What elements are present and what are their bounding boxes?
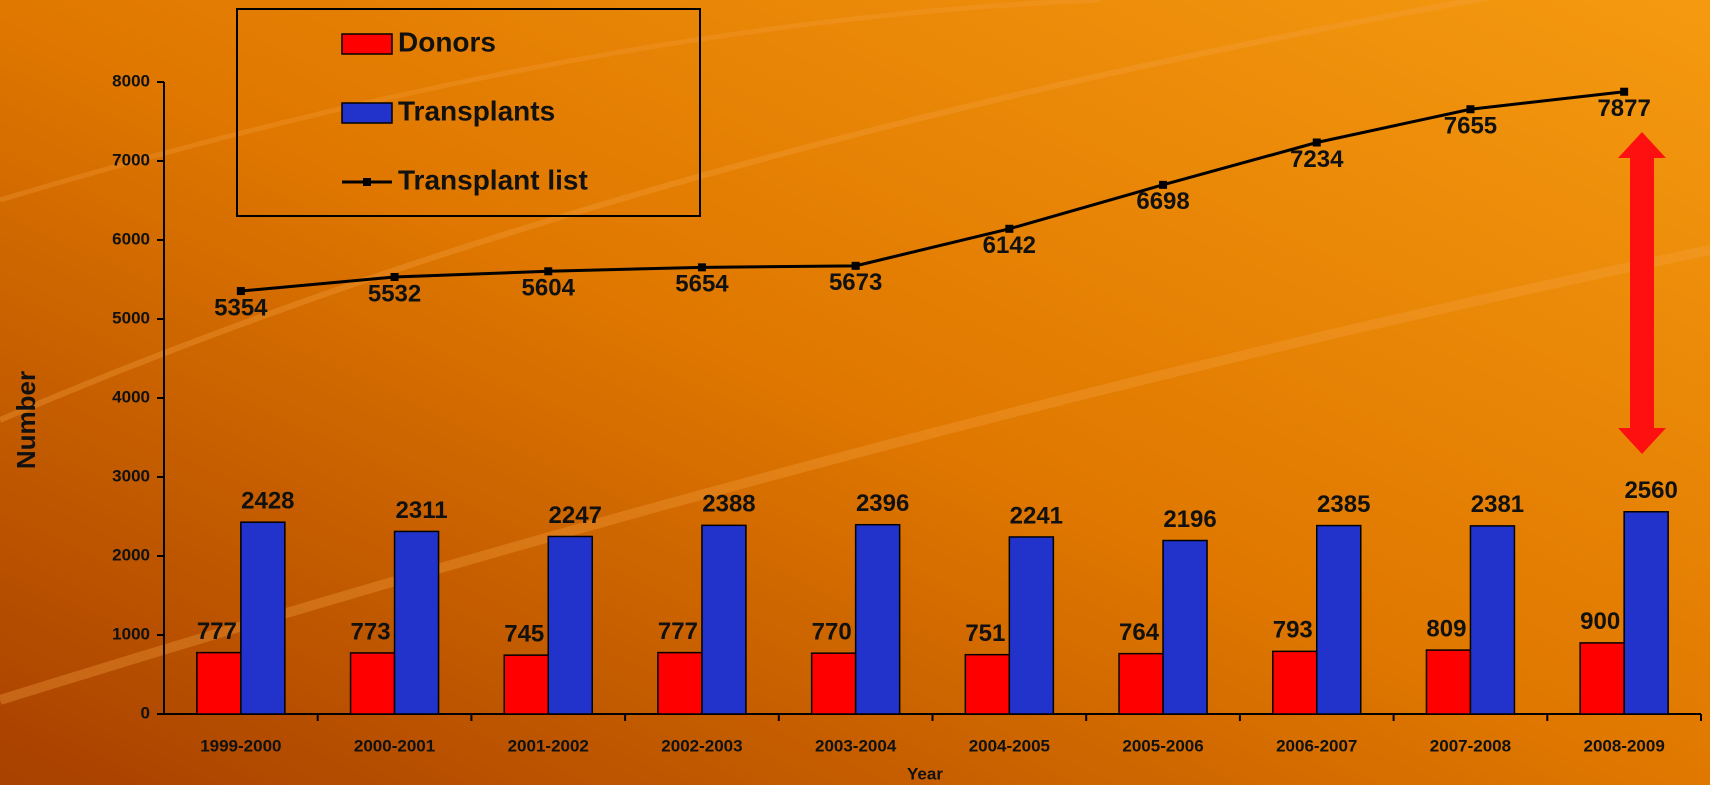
value-label: 5532 [368,280,421,307]
bar [854,523,901,715]
bar [349,652,396,715]
line-point [1159,180,1168,189]
bar [240,521,286,715]
value-label: 2428 [241,488,294,515]
x-axis-label: Year [907,764,943,783]
value-label: 770 [812,619,852,646]
value-label: 2311 [396,497,448,524]
bar [1469,525,1516,715]
value-label: 2241 [1010,502,1063,529]
value-label: 2385 [1317,491,1370,518]
y-tick-label: 2000 [112,545,150,564]
bar [547,535,593,715]
x-tick-label: 2003-2004 [815,736,897,755]
value-label: 7877 [1597,95,1650,122]
legend-swatch [363,178,371,186]
y-axis-label: Number [11,371,41,469]
y-tick-label: 3000 [112,466,150,485]
gap-arrow [1618,132,1666,454]
line-point [544,267,553,276]
bar [964,653,1011,715]
bar [196,651,242,715]
bar [1272,650,1318,715]
value-label: 773 [351,618,391,645]
decor-arc [0,0,1101,203]
y-tick-label: 6000 [112,229,150,248]
x-tick-label: 2006-2007 [1276,736,1357,755]
x-tick-label: 1999-2000 [200,736,281,755]
value-label: 793 [1273,617,1313,644]
bar [1008,536,1055,715]
y-tick-label: 7000 [112,150,150,169]
y-tick-label: 4000 [112,387,150,406]
y-tick-label: 5000 [112,308,150,327]
legend-label: Donors [398,26,496,57]
bar [1425,649,1472,715]
value-label: 777 [197,618,237,645]
bar [701,524,747,715]
y-tick-label: 0 [141,703,150,722]
legend-box [236,8,701,217]
line-point [390,272,399,281]
bar [1316,524,1362,715]
bar [1118,652,1164,715]
line-point [697,263,706,272]
value-label: 7655 [1444,113,1497,140]
line-point [1312,138,1321,147]
value-label: 2196 [1163,506,1216,533]
legend-swatch [341,33,393,55]
value-label: 809 [1426,615,1466,642]
x-tick-label: 2002-2003 [661,736,742,755]
x-tick-label: 2005-2006 [1122,736,1203,755]
bar [657,651,703,715]
y-tick-label: 1000 [112,624,150,643]
line-point [851,261,860,270]
bar [810,652,857,715]
value-label: 7234 [1290,146,1344,173]
decor-arc [0,0,1492,423]
value-label: 900 [1580,608,1620,635]
value-label: 2381 [1471,491,1524,518]
value-label: 5673 [829,269,882,296]
bar [503,654,549,715]
value-label: 745 [504,620,544,647]
line-point [236,287,245,296]
value-label: 6698 [1136,188,1189,215]
value-label: 5354 [214,294,268,321]
x-tick-label: 2004-2005 [969,736,1050,755]
value-label: 6142 [983,232,1036,259]
bar [1623,511,1669,715]
value-label: 2396 [856,490,909,517]
value-label: 751 [965,620,1005,647]
y-tick-label: 8000 [112,71,150,90]
value-label: 2247 [549,502,602,529]
value-label: 2560 [1624,477,1677,504]
bar [1579,642,1625,715]
x-tick-label: 2007-2008 [1430,736,1511,755]
value-label: 764 [1119,619,1160,646]
value-label: 5604 [522,275,576,302]
x-tick-label: 2001-2002 [508,736,589,755]
x-tick-label: 2000-2001 [354,736,435,755]
value-label: 5654 [675,271,729,298]
legend-label: Transplants [398,95,555,126]
line [240,90,1625,293]
value-label: 2388 [702,491,755,518]
legend-swatch [341,102,393,124]
line-point [1620,87,1629,96]
line-point [1005,224,1014,233]
line-point [1466,105,1475,114]
value-label: 777 [658,618,698,645]
legend-label: Transplant list [398,164,588,195]
bar [393,530,440,715]
x-tick-label: 2008-2009 [1583,736,1664,755]
bar [1162,539,1208,715]
